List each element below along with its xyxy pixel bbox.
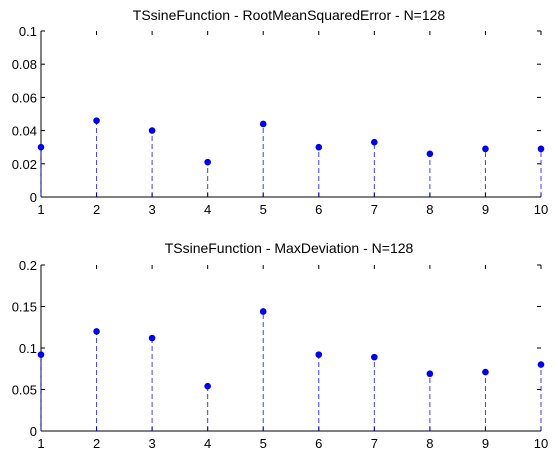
x-tick-label: 8 (426, 202, 433, 217)
x-tick-label: 8 (426, 436, 433, 451)
data-point (204, 382, 211, 390)
data-point (148, 334, 156, 342)
x-tick-label: 6 (315, 436, 322, 451)
data-point (37, 351, 45, 358)
y-tick-label: 0.1 (19, 24, 37, 39)
data-point (315, 143, 323, 151)
data-point (371, 353, 378, 361)
y-tick-label: 0.06 (12, 90, 37, 105)
data-point (426, 150, 434, 158)
chart-rmse: TSsineFunction - RootMeanSquaredError - … (12, 7, 549, 217)
x-tick-label: 9 (482, 436, 489, 451)
x-tick-label: 2 (93, 202, 100, 217)
data-point (426, 370, 434, 378)
x-tick-label: 4 (204, 202, 211, 217)
x-tick-label: 7 (371, 436, 378, 451)
y-tick-label: 0.08 (12, 57, 37, 72)
chart-maxdeviation: TSsineFunction - MaxDeviation - N=128 0 0… (12, 240, 549, 451)
y-tick-label: 0 (30, 424, 37, 439)
x-tick-label: 2 (93, 436, 100, 451)
y-tick-label: 0.05 (12, 383, 37, 398)
x-tick-label: 6 (315, 202, 322, 217)
x-tick-label: 7 (371, 202, 378, 217)
data-point (37, 143, 45, 151)
x-tick-label: 10 (534, 436, 548, 451)
y-tick-label: 0.04 (12, 124, 37, 139)
y-tick-label: 0.15 (12, 300, 37, 315)
x-tick-label: 5 (260, 202, 267, 217)
y-tick-label: 0.02 (12, 157, 37, 172)
x-tick-label: 10 (534, 202, 548, 217)
data-point (204, 158, 211, 166)
data-point (482, 368, 489, 376)
data-point (482, 145, 489, 153)
data-point (93, 117, 100, 124)
x-tick-label: 9 (482, 202, 489, 217)
data-point (537, 145, 545, 153)
data-point (371, 138, 378, 146)
x-tick-label: 4 (204, 436, 211, 451)
x-tick-label: 3 (148, 436, 155, 451)
x-tick-label: 1 (37, 436, 44, 451)
data-point (315, 351, 323, 358)
data-point (537, 361, 545, 368)
y-tick-label: 0.2 (19, 258, 37, 273)
x-tick-label: 1 (37, 202, 44, 217)
chart-title: TSsineFunction - MaxDeviation - N=128 (165, 240, 414, 256)
y-tick-label: 0.1 (19, 341, 37, 356)
x-tick-label: 5 (260, 436, 267, 451)
chart-title: TSsineFunction - RootMeanSquaredError - … (133, 7, 446, 23)
data-point (93, 328, 100, 335)
data-point (148, 127, 156, 134)
y-tick-label: 0 (30, 190, 37, 205)
data-point (259, 120, 267, 128)
x-tick-label: 3 (148, 202, 155, 217)
data-point (259, 308, 267, 315)
